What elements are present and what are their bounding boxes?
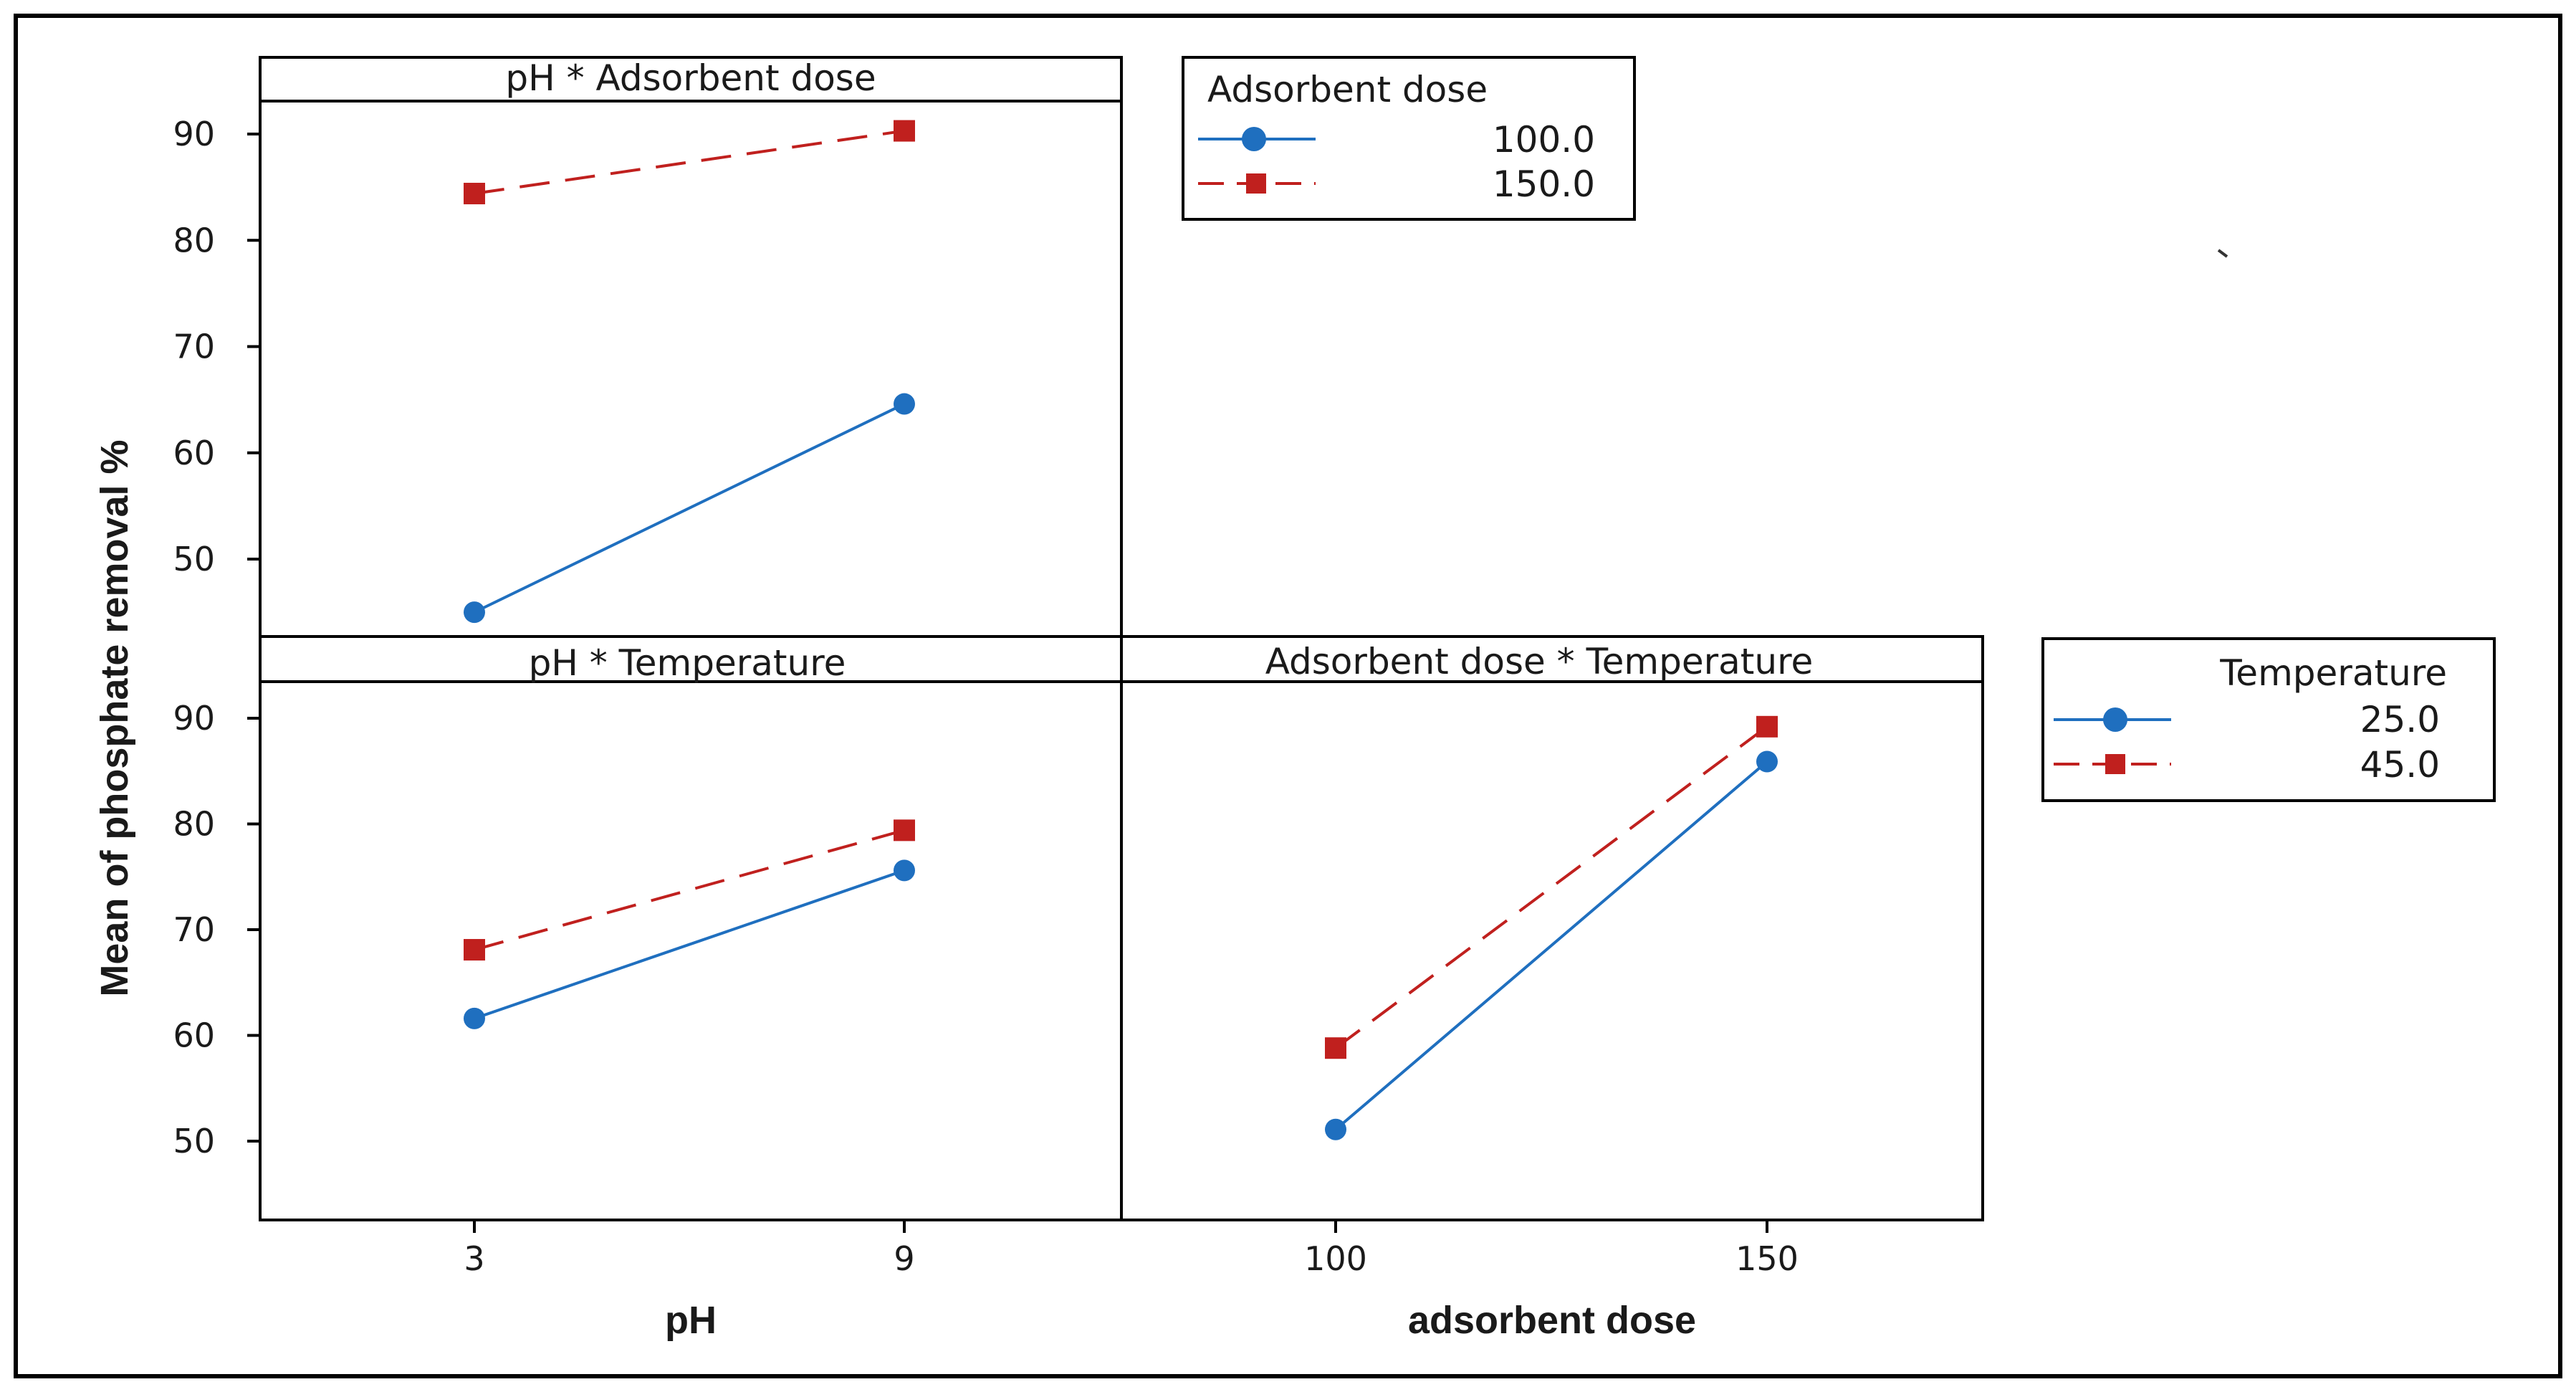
series-line-45.0	[1334, 725, 1768, 1049]
legend-square-marker	[2105, 754, 2125, 774]
panel-frame	[259, 56, 1123, 638]
y-tick-label: 50	[173, 540, 215, 578]
y-tick-label: 70	[173, 328, 215, 366]
y-axis-title: Mean of phosphate removal %	[93, 439, 136, 996]
legend-title: Temperature	[2219, 652, 2447, 694]
y-tick-label: 90	[173, 699, 215, 738]
data-point-square	[894, 819, 915, 842]
panel-series-layer	[464, 120, 915, 624]
data-point-circle	[894, 393, 915, 415]
x-axis-title-adsorbent-dose: adsorbent dose	[1408, 1299, 1696, 1342]
legend-entry-45: 45.0	[2054, 744, 2440, 786]
data-point-circle	[1756, 750, 1778, 773]
legend-adsorbent-dose: Adsorbent dose 100.0 150.0	[1182, 56, 1636, 221]
panel-title: pH * Temperature	[529, 642, 846, 684]
panel-frame	[1120, 635, 1984, 1221]
legend-entry-label: 150.0	[1493, 163, 1595, 205]
legend-title: Adsorbent dose	[1207, 69, 1488, 110]
legend-entry-100: 100.0	[1198, 119, 1595, 161]
series-line-45.0	[474, 829, 905, 951]
panel-ph-temperature: pH * Temperature	[259, 635, 1123, 1221]
panel-frame	[259, 635, 1123, 1221]
y-tick-label: 70	[173, 910, 215, 949]
data-point-square	[894, 120, 915, 142]
legend-entry-label: 25.0	[2360, 699, 2440, 740]
data-point-circle	[464, 1007, 485, 1029]
legend-entry-label: 45.0	[2360, 744, 2440, 786]
x-tick-label: 150	[1735, 1239, 1799, 1278]
legend-entry-150: 150.0	[1198, 163, 1595, 205]
series-line-25.0	[1334, 760, 1768, 1131]
legend-circle-marker	[2103, 707, 2127, 732]
y-tick-label: 90	[173, 115, 215, 153]
legend-temperature: Temperature 25.0 45.0	[2041, 637, 2496, 802]
x-tick-label: 3	[464, 1239, 484, 1278]
legend-entry-25: 25.0	[2054, 699, 2440, 740]
data-point-square	[464, 183, 485, 205]
y-axis-top: 50 60 70 80 90	[173, 115, 260, 578]
stray-mark	[2217, 249, 2228, 258]
series-line-150.0	[474, 129, 905, 195]
panel-series-layer	[1325, 715, 1778, 1140]
y-tick-label: 60	[173, 1016, 215, 1055]
series-line-100.0	[474, 402, 905, 614]
data-point-circle	[894, 859, 915, 882]
legend-circle-marker	[1242, 127, 1266, 151]
panel-adsorbent-dose-temperature: Adsorbent dose * Temperature	[1120, 635, 1984, 1221]
data-point-circle	[464, 601, 485, 624]
x-tick-label: 9	[894, 1239, 914, 1278]
legend-square-marker	[1246, 173, 1266, 194]
x-axis-title-ph: pH	[665, 1299, 717, 1342]
data-point-square	[1756, 715, 1778, 738]
data-point-circle	[1325, 1118, 1346, 1140]
series-line-25.0	[474, 869, 905, 1020]
y-tick-label: 80	[173, 805, 215, 844]
data-point-square	[1325, 1037, 1346, 1059]
panel-title: pH * Adsorbent dose	[505, 57, 876, 99]
y-tick-label: 60	[173, 434, 215, 472]
figure-border	[14, 14, 2562, 1378]
panel-series-layer	[464, 819, 915, 1029]
y-tick-label: 80	[173, 221, 215, 259]
y-tick-label: 50	[173, 1122, 215, 1160]
panel-ph-adsorbent-dose: pH * Adsorbent dose	[259, 56, 1123, 638]
data-point-square	[464, 939, 485, 961]
x-axis-adsorbent-dose: 100 150	[1304, 1220, 1799, 1278]
panel-title: Adsorbent dose * Temperature	[1265, 641, 1814, 682]
x-tick-label: 100	[1304, 1239, 1367, 1278]
legend-entry-label: 100.0	[1493, 119, 1595, 161]
y-axis-bottom: 50 60 70 80 90	[173, 699, 260, 1160]
